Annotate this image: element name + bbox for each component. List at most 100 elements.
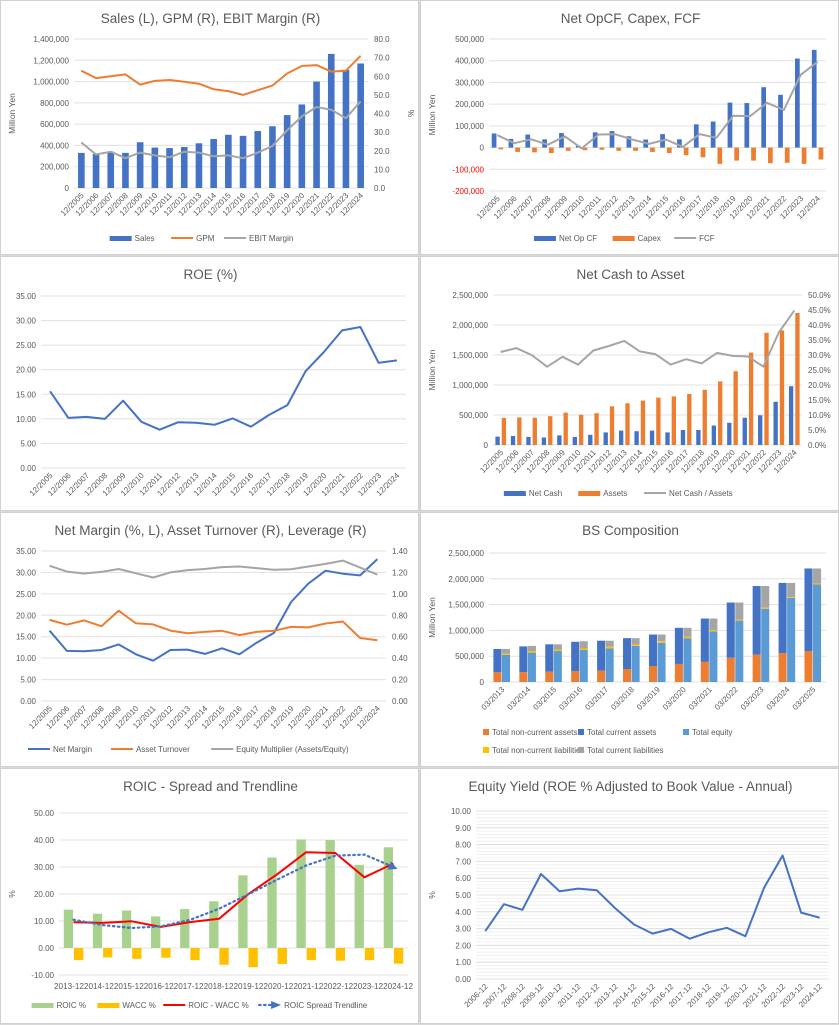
- bar-capex: [768, 147, 773, 164]
- bar-capex: [515, 147, 520, 152]
- bar-net-cash: [773, 401, 778, 445]
- y-tick-label: 1,000,000: [33, 78, 69, 87]
- y2-tick-label: 0.80: [392, 611, 408, 620]
- y-tick-label: 200,000: [455, 100, 484, 109]
- bar-assets: [795, 313, 800, 445]
- bar-net-cash: [572, 436, 577, 445]
- y-tick-label: 10.00: [16, 415, 37, 424]
- bar-sales: [342, 69, 350, 188]
- bar-net-cash: [557, 435, 562, 445]
- line-roe: [49, 326, 398, 431]
- y-tick-label: 35.00: [16, 292, 37, 301]
- y-tick-label: 7.00: [455, 857, 471, 866]
- y2-tick-label: 40.0: [374, 110, 390, 119]
- bar-assets: [578, 414, 584, 445]
- x-tick-label: 03/2023: [739, 685, 766, 712]
- bar-sales: [239, 135, 247, 188]
- bar-total-current-liabilities: [709, 618, 718, 631]
- y2-tick-label: 1.20: [392, 568, 408, 577]
- legend-swatch: [683, 729, 689, 735]
- bar-net-op-cf: [795, 58, 800, 148]
- chart-title: BS Composition: [582, 523, 679, 538]
- y-tick-label: 500,000: [455, 35, 484, 44]
- legend-swatch: [578, 491, 601, 496]
- bar-total-non-current-assets: [778, 653, 787, 682]
- y2-tick-label: 45.0%: [808, 306, 831, 315]
- bar-net-cash: [618, 430, 624, 445]
- chart-roic: ROIC - Spread and Trendline -10.00 0.00 10.…: [7, 779, 414, 1010]
- bar-total-current-liabilities: [579, 641, 588, 649]
- bar-total-non-current-assets: [545, 671, 554, 682]
- bar-capex: [818, 147, 824, 160]
- legend-label: Capex: [638, 234, 661, 243]
- bar-net-op-cf: [609, 131, 615, 148]
- bar-total-current-assets: [493, 648, 502, 673]
- chart-roe: ROE (%) 0.00 5.00 10.00 15.00 20.00 25.00 30.00…: [16, 267, 406, 498]
- bar-sales: [283, 115, 291, 188]
- bar-total-current-assets: [804, 568, 813, 652]
- bar-wacc-: [335, 948, 346, 961]
- bar-wacc-: [277, 948, 287, 964]
- bar-assets: [656, 397, 661, 445]
- bar-wacc-: [132, 948, 142, 959]
- chart-title: Net OpCF, Capex, FCF: [561, 11, 701, 26]
- chart-panel-dupont: Net Margin (%, L), Asset Turnover (R), L…: [0, 512, 419, 767]
- bar-total-current-liabilities: [761, 586, 770, 608]
- bar-total-equity: [761, 608, 770, 682]
- y2-tick-label: 0.0%: [808, 441, 826, 450]
- bar-wacc-: [219, 948, 229, 965]
- legend-swatch: [578, 729, 584, 735]
- legend-label: EBIT Margin: [249, 234, 293, 243]
- bar-wacc-: [103, 948, 113, 958]
- y2-tick-label: 35.0%: [808, 336, 831, 345]
- y2-tick-label: 30.0: [374, 128, 390, 137]
- legend-label: Total non-current liabilities: [492, 746, 585, 755]
- y-tick-label: 1,000,000: [448, 626, 484, 635]
- bar-assets: [548, 416, 553, 445]
- bar-wacc-: [190, 948, 200, 961]
- bar-total-equity: [501, 654, 511, 682]
- bar-total-current-liabilities: [787, 582, 796, 598]
- legend-label: Assets: [603, 489, 627, 498]
- bar-net-cash: [526, 436, 531, 445]
- y-tick-label: 10.00: [16, 654, 37, 663]
- y-tick-label: 0: [480, 144, 485, 153]
- line-asset-turnover: [49, 609, 378, 642]
- bar-wacc-: [248, 948, 258, 968]
- bar-net-op-cf: [778, 94, 783, 148]
- legend-swatch: [612, 236, 635, 241]
- bar-net-cash: [603, 432, 608, 445]
- y-tick-label: 15.00: [16, 633, 37, 642]
- chart-cashflow: Net OpCF, Capex, FCF -200,000 -100,000 0 100…: [427, 11, 826, 243]
- y-tick-label: 800,000: [40, 99, 69, 108]
- bar-assets: [702, 389, 707, 445]
- y2-tick-label: 0.0: [374, 184, 386, 193]
- y-tick-label: 1,000,000: [452, 381, 488, 390]
- bar-net-op-cf: [508, 138, 514, 148]
- legend-label: GPM: [196, 234, 215, 243]
- y2-tick-label: 20.0: [374, 147, 390, 156]
- line-roic-spread-trendline: [72, 853, 395, 930]
- bar-net-op-cf: [677, 139, 682, 148]
- y-axis-label: Million Yen: [427, 94, 437, 135]
- y2-tick-label: 0.40: [392, 654, 408, 663]
- bar-assets: [532, 417, 537, 445]
- bar-total-current-assets: [726, 602, 735, 658]
- legend-label: Net Cash: [529, 489, 562, 498]
- bar-capex: [532, 147, 537, 153]
- bar-capex: [565, 147, 571, 151]
- bar-total-non-current-assets: [648, 666, 657, 682]
- bar-total-non-current-liabilities: [605, 646, 614, 649]
- chart-bs: BS Composition 0 500,000 1,000,000 1,500,000…: [427, 523, 826, 755]
- y-tick-label: 2,500,000: [452, 291, 488, 300]
- legend-label: Net Cash / Assets: [669, 489, 733, 498]
- chart-netcash: Net Cash to Asset 0 500,000 1,000,000 1,500,…: [427, 267, 831, 498]
- bar-total-current-assets: [545, 644, 554, 672]
- y-tick-label: 0.00: [38, 944, 54, 953]
- chart-title: Net Cash to Asset: [576, 267, 684, 282]
- x-tick-label: 03/2018: [609, 685, 636, 712]
- bar-assets: [687, 394, 692, 445]
- chart-title: Net Margin (%, L), Asset Turnover (R), L…: [54, 523, 366, 538]
- line-ebit-margin: [80, 100, 362, 160]
- y2-tick-label: 10.0%: [808, 411, 831, 420]
